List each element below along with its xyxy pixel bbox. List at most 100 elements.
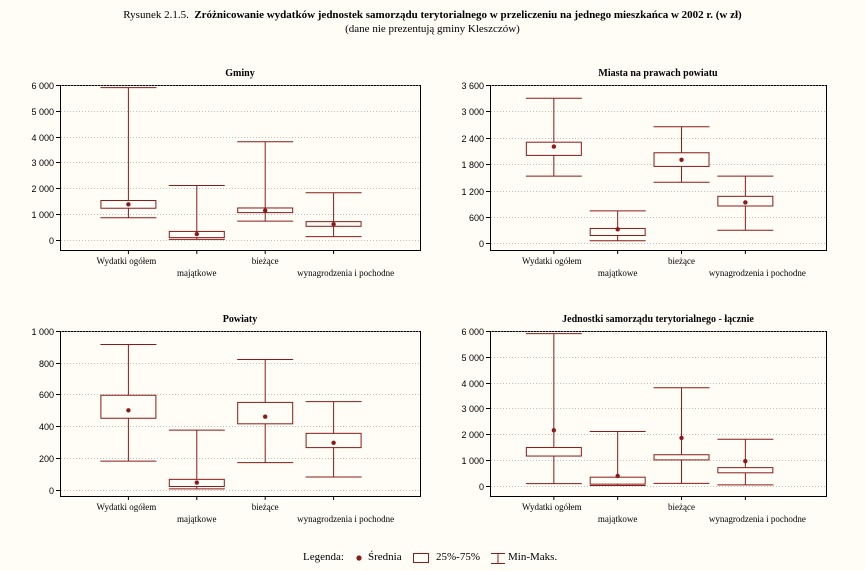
box-2 xyxy=(168,429,225,490)
box-3 xyxy=(653,387,710,484)
panel-title: Gminy xyxy=(225,68,254,79)
x-category-label: majątkowe xyxy=(177,514,217,524)
y-tick-label: 600 xyxy=(469,213,484,223)
y-tick-label: 400 xyxy=(39,422,54,432)
y-tick-label: 3 000 xyxy=(31,158,54,168)
y-tick-label: 2 000 xyxy=(461,430,484,440)
box-4 xyxy=(717,438,774,486)
figure-title: Zróżnicowanie wydatków jednostek samorzą… xyxy=(194,9,742,21)
box-2 xyxy=(168,185,225,240)
iqr-box xyxy=(717,467,774,474)
iqr-box xyxy=(237,401,294,425)
mean-marker xyxy=(263,414,268,419)
mean-marker xyxy=(743,458,748,464)
y-tick-label: 0 xyxy=(49,236,54,246)
legend-mean-marker xyxy=(356,555,362,561)
mean-marker xyxy=(126,202,131,207)
y-tick-label: 4 000 xyxy=(461,379,484,389)
box-4 xyxy=(305,192,362,238)
legend: Legenda: Średnia 25%-75% Min-Maks. xyxy=(0,550,865,566)
mean-marker xyxy=(679,435,684,441)
panel-1: Gminy 0 1 000 2 000 3 000 4 000 5 000 6 000 Wyda… xyxy=(31,68,421,278)
iqr-box xyxy=(100,394,157,419)
x-category-label: bieżące xyxy=(252,502,279,512)
y-tick-label: 0 xyxy=(479,482,484,492)
x-category-label: bieżące xyxy=(252,256,279,266)
box-1 xyxy=(100,343,157,462)
x-category-label: majątkowe xyxy=(177,268,217,278)
x-category-label: Wydatki ogółem xyxy=(522,256,582,266)
x-category-label: bieżące xyxy=(668,256,695,266)
box-4 xyxy=(717,175,774,231)
legend-whisker-symbol xyxy=(491,553,505,564)
x-category-label: wynagrodzenia i pochodne xyxy=(709,268,806,278)
legend-box-symbol xyxy=(413,553,429,563)
mean-marker xyxy=(679,157,684,162)
mean-marker xyxy=(551,144,557,149)
mean-marker xyxy=(194,480,199,485)
legend-box-text: 25%-75% xyxy=(436,551,480,563)
y-tick-label: 3 600 xyxy=(461,81,484,91)
y-tick-label: 1 800 xyxy=(461,160,484,170)
x-category-label: wynagrodzenia i pochodne xyxy=(297,514,394,524)
panel-2: Miasta na prawach powiatu 0 600 1 200 1 800 2… xyxy=(461,68,827,278)
x-category-label: bieżące xyxy=(668,502,695,512)
x-category-label: Wydatki ogółem xyxy=(97,502,157,512)
figure-subtitle: (dane nie prezentują gminy Kleszczów) xyxy=(345,23,520,35)
figure-label: Rysunek 2.1.5. xyxy=(123,9,189,21)
x-category-label: majątkowe xyxy=(598,514,638,524)
y-tick-label: 1 000 xyxy=(461,456,484,466)
legend-mean-text: Średnia xyxy=(368,551,402,563)
y-tick-label: 800 xyxy=(39,359,54,369)
box-3 xyxy=(653,126,710,183)
x-category-label: wynagrodzenia i pochodne xyxy=(709,514,806,524)
legend-label: Legenda: xyxy=(303,551,344,563)
mean-marker xyxy=(194,231,199,237)
y-tick-label: 1 000 xyxy=(31,327,54,337)
plot-frame xyxy=(490,85,827,251)
box-4 xyxy=(305,401,362,478)
box-1 xyxy=(525,97,582,177)
mean-marker xyxy=(331,222,336,227)
panel-4: Jednostki samorządu terytorialnego - łąc… xyxy=(461,314,827,524)
box-1 xyxy=(525,333,582,485)
figure-title-line: Rysunek 2.1.5. Zróżnicowanie wydatków je… xyxy=(0,8,865,22)
y-tick-label: 3 000 xyxy=(461,404,484,414)
y-tick-label: 2 000 xyxy=(31,184,54,194)
mean-marker xyxy=(551,428,557,433)
x-category-label: Wydatki ogółem xyxy=(97,256,157,266)
y-tick-label: 1 200 xyxy=(461,187,484,197)
panel-title: Miasta na prawach powiatu xyxy=(598,68,718,79)
y-tick-label: 0 xyxy=(49,486,54,496)
y-tick-label: 6 000 xyxy=(31,81,54,91)
iqr-box xyxy=(525,447,582,457)
panel-3: Powiaty 0 200 400 600 800 1 000 Wydatki ogółem m… xyxy=(31,314,421,524)
figure-header: Rysunek 2.1.5. Zróżnicowanie wydatków je… xyxy=(0,8,865,36)
box-2 xyxy=(589,431,646,487)
y-tick-label: 600 xyxy=(39,390,54,400)
mean-marker xyxy=(615,473,620,479)
box-1 xyxy=(100,87,157,219)
plot-frame xyxy=(490,331,827,497)
x-category-label: Wydatki ogółem xyxy=(522,502,582,512)
iqr-box xyxy=(589,476,646,485)
iqr-box xyxy=(305,432,362,449)
panel-title: Jednostki samorządu terytorialnego - łąc… xyxy=(562,314,754,325)
y-tick-label: 6 000 xyxy=(461,327,484,337)
x-category-label: majątkowe xyxy=(598,268,638,278)
y-tick-label: 4 000 xyxy=(31,133,54,143)
x-category-label: wynagrodzenia i pochodne xyxy=(297,268,394,278)
y-tick-label: 5 000 xyxy=(461,353,484,363)
y-tick-label: 0 xyxy=(479,239,484,249)
box-3 xyxy=(237,141,294,222)
mean-marker xyxy=(126,408,131,413)
y-tick-label: 2 400 xyxy=(461,134,484,144)
y-tick-label: 200 xyxy=(39,454,54,464)
y-tick-label: 3 000 xyxy=(461,107,484,117)
mean-marker xyxy=(263,208,268,213)
box-2 xyxy=(589,210,646,242)
mean-marker xyxy=(743,200,748,205)
mean-marker xyxy=(615,227,620,232)
y-tick-label: 1 000 xyxy=(31,210,54,220)
